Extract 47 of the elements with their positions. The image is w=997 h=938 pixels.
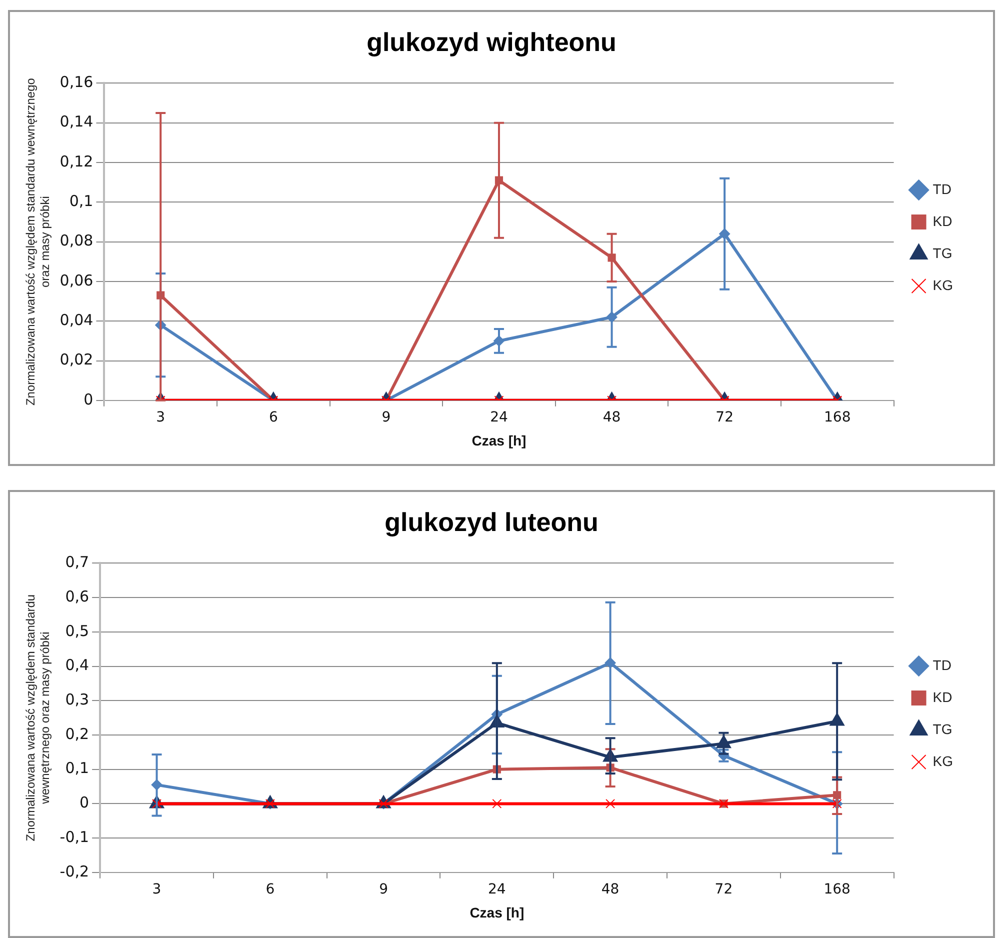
y-axis-title: Znormalizowana wartość względem standardu wewnętrznego oraz masy próbki bbox=[24, 78, 52, 406]
legend-label: TG bbox=[932, 244, 952, 261]
y-tick-label: 0,4 bbox=[65, 656, 90, 674]
x-tick-label: 9 bbox=[379, 881, 388, 898]
y-tick-label: 0,3 bbox=[65, 690, 90, 709]
y-tick-label: 0,02 bbox=[60, 350, 94, 369]
legend-label: KG bbox=[932, 752, 954, 769]
legend-label: TD bbox=[932, 656, 952, 673]
legend-label: KD bbox=[932, 688, 952, 705]
legend-label: TD bbox=[932, 180, 952, 197]
x-tick-label: 168 bbox=[824, 881, 850, 898]
x-tick-label: 72 bbox=[716, 409, 734, 426]
y-tick-label: 0,14 bbox=[60, 112, 94, 131]
y-tick-label: 0,7 bbox=[65, 553, 90, 572]
chart-title: glukozyd wighteonu bbox=[366, 26, 616, 57]
y-tick-label: -0,1 bbox=[60, 828, 90, 846]
x-axis-title: Czas [h] bbox=[470, 904, 524, 920]
y-tick-label: 0,08 bbox=[60, 232, 94, 250]
chart-title: glukozyd luteonu bbox=[384, 506, 598, 537]
y-tick-label: 0,04 bbox=[60, 310, 94, 329]
x-tick-label: 3 bbox=[152, 881, 162, 898]
legend-label: TG bbox=[932, 720, 952, 737]
y-tick-label: 0,12 bbox=[60, 152, 94, 170]
y-axis-title: Znormalizowana wartość względem standardu wewnętrznego oraz masy próbki bbox=[24, 594, 52, 842]
legend-label: KD bbox=[932, 212, 952, 229]
y-tick-label: 0,2 bbox=[65, 724, 90, 743]
x-tick-label: 168 bbox=[824, 409, 851, 426]
y-tick-label: 0,6 bbox=[65, 587, 90, 606]
x-tick-label: 3 bbox=[156, 409, 166, 426]
y-tick-label: 0,1 bbox=[69, 192, 94, 210]
x-tick-label: 6 bbox=[268, 409, 278, 426]
x-tick-label: 6 bbox=[266, 881, 275, 898]
y-tick-label: 0,5 bbox=[65, 622, 90, 640]
x-tick-label: 48 bbox=[602, 409, 621, 426]
x-tick-label: 72 bbox=[714, 881, 733, 898]
x-tick-label: 9 bbox=[382, 409, 391, 426]
y-tick-label: -0,2 bbox=[60, 862, 90, 880]
legend-label: KG bbox=[932, 276, 954, 293]
y-tick-label: 0,16 bbox=[60, 73, 94, 92]
y-tick-label: 0,1 bbox=[65, 759, 90, 778]
x-tick-label: 48 bbox=[601, 881, 620, 898]
x-axis-title: Czas [h] bbox=[472, 432, 526, 448]
y-tick-label: 0,06 bbox=[60, 271, 94, 290]
y-tick-label: 0 bbox=[80, 794, 90, 812]
y-tick-label: 0 bbox=[84, 390, 94, 408]
x-tick-label: 24 bbox=[490, 409, 508, 426]
x-tick-label: 24 bbox=[488, 881, 506, 898]
